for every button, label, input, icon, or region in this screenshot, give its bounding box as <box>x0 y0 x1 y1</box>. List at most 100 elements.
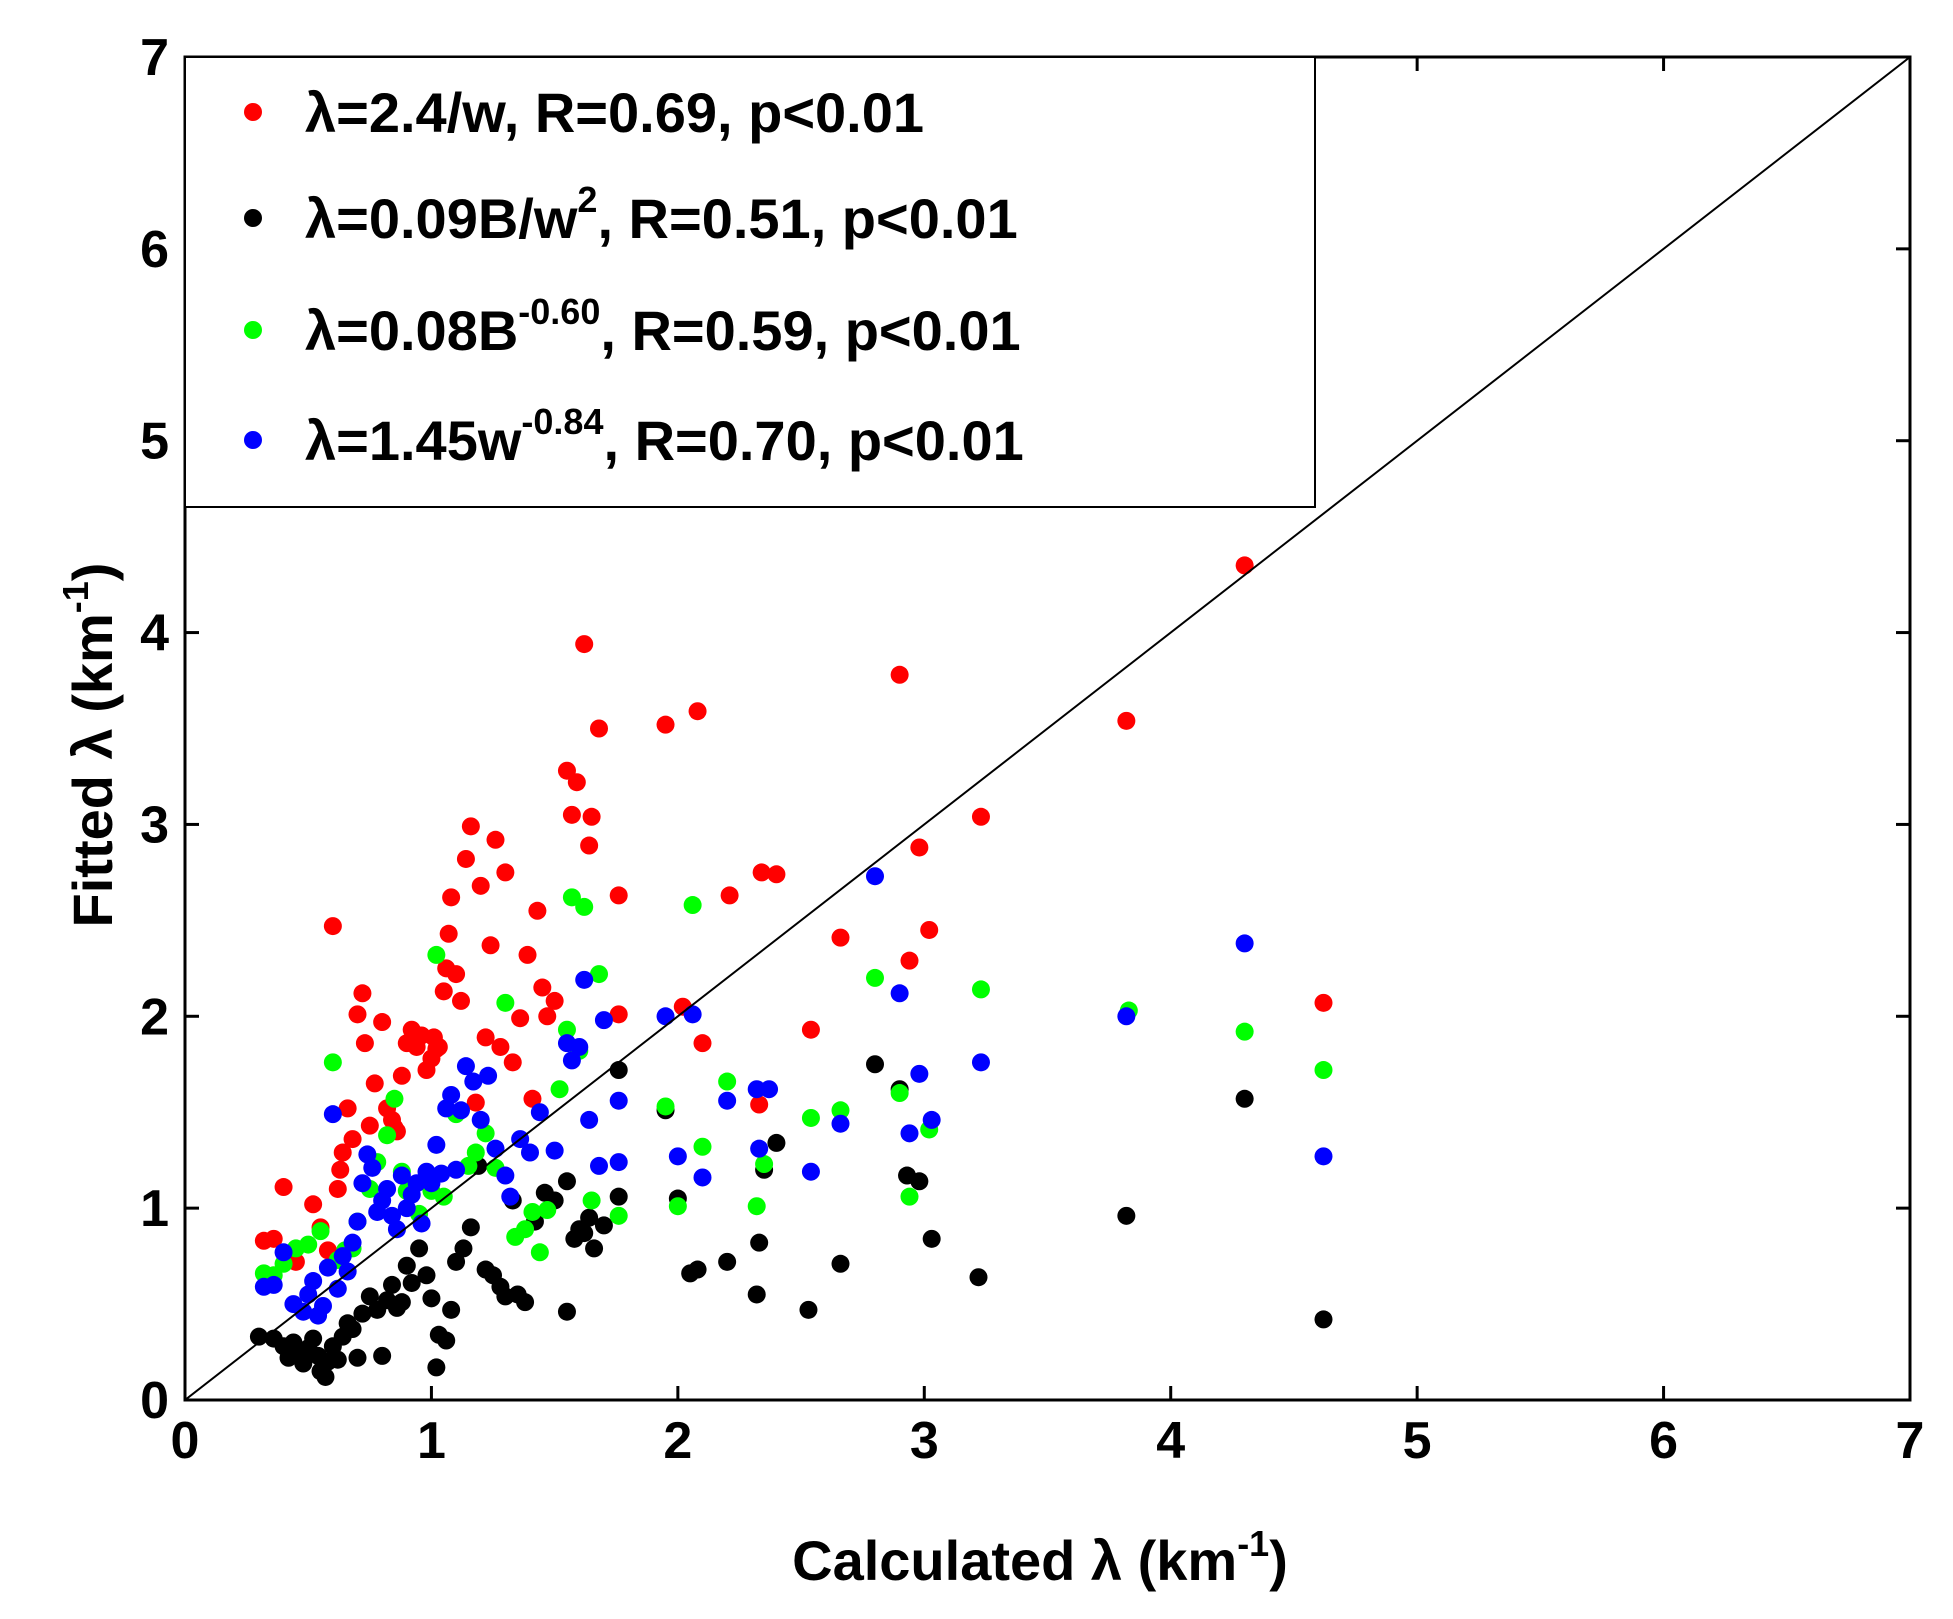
data-point <box>476 1028 495 1047</box>
data-point <box>760 1080 779 1099</box>
data-point <box>920 920 939 939</box>
legend-entry-black: λ=0.09B/w2, R=0.51, p<0.01 <box>244 179 1018 250</box>
data-point <box>521 1143 539 1162</box>
legend-box <box>184 56 1316 508</box>
data-point <box>343 1233 362 1252</box>
data-point <box>491 1037 510 1056</box>
data-point <box>720 886 739 905</box>
data-point <box>557 1302 576 1321</box>
data-point <box>486 830 505 849</box>
data-point <box>693 1168 712 1187</box>
y-tick-label: 6 <box>140 221 169 279</box>
data-point <box>718 1252 737 1271</box>
data-point <box>668 1147 687 1166</box>
legend-label-blue-main: λ=1.45w <box>305 409 522 472</box>
data-point <box>693 1034 712 1053</box>
legend-label-green: λ=0.08B-0.60, R=0.59, p<0.01 <box>305 291 1021 362</box>
data-point <box>1235 556 1254 575</box>
data-point <box>318 1258 337 1277</box>
data-point <box>831 1101 850 1120</box>
data-point <box>528 901 547 920</box>
data-point <box>304 1195 323 1214</box>
data-point <box>594 1011 613 1030</box>
data-point <box>557 1020 576 1039</box>
data-point <box>481 936 500 955</box>
data-point <box>585 1239 604 1258</box>
y-axis-label: Fitted λ (km-1) <box>55 563 124 928</box>
data-point <box>1117 1007 1136 1026</box>
legend-label-blue-post: , R=0.70, p<0.01 <box>603 409 1023 472</box>
legend-entry-blue: λ=1.45w-0.84, R=0.70, p<0.01 <box>244 401 1024 472</box>
data-point <box>910 1172 929 1191</box>
y-axis-label-sup: -1 <box>55 581 96 613</box>
data-point <box>392 1293 411 1312</box>
data-point <box>373 1013 392 1032</box>
data-point <box>333 1247 352 1266</box>
data-point <box>402 1273 421 1292</box>
data-point <box>890 665 909 684</box>
data-point <box>538 1201 557 1220</box>
data-point <box>294 1354 313 1373</box>
data-point <box>609 1187 628 1206</box>
data-point <box>831 1254 850 1273</box>
legend-label-black-post: , R=0.51, p<0.01 <box>597 187 1017 250</box>
data-point <box>427 1358 446 1377</box>
x-tick-label: 0 <box>171 1412 200 1470</box>
data-point <box>274 1243 293 1262</box>
data-point <box>609 1206 628 1225</box>
y-tick-label: 4 <box>140 605 169 663</box>
data-point <box>323 917 342 936</box>
data-point <box>452 991 470 1010</box>
x-axis-label-main: Calculated λ (km <box>792 1529 1237 1592</box>
legend-label-red-main: λ=2.4/w, R=0.69, p<0.01 <box>305 81 924 144</box>
data-point <box>338 1099 357 1118</box>
legend-label-black-sup: 2 <box>577 179 597 220</box>
data-point <box>1117 1206 1136 1225</box>
data-point <box>518 945 537 964</box>
data-point <box>316 1367 335 1386</box>
data-point <box>442 1300 461 1319</box>
legend-label-green-sup: -0.60 <box>518 291 600 332</box>
data-point <box>580 1110 599 1129</box>
data-point <box>355 1034 374 1053</box>
data-point <box>466 1093 485 1112</box>
data-point <box>264 1275 283 1294</box>
data-point <box>503 1053 522 1072</box>
data-point <box>767 865 786 884</box>
data-point <box>479 1066 498 1085</box>
data-point <box>831 928 850 947</box>
data-point <box>1314 993 1333 1012</box>
x-tick-label: 7 <box>1896 1412 1925 1470</box>
data-point <box>294 1302 313 1321</box>
data-point <box>429 1037 448 1056</box>
data-point <box>971 980 990 999</box>
data-point <box>594 1216 613 1235</box>
data-point <box>969 1268 988 1287</box>
data-point <box>582 1191 601 1210</box>
data-point <box>1117 711 1136 730</box>
data-point <box>249 1327 268 1346</box>
data-point <box>323 1105 342 1124</box>
data-point <box>328 1350 347 1369</box>
data-point <box>557 1172 576 1191</box>
data-point <box>910 838 929 857</box>
legend-entry-red: λ=2.4/w, R=0.69, p<0.01 <box>244 81 924 144</box>
data-point <box>328 1279 347 1298</box>
x-tick-label: 1 <box>417 1412 446 1470</box>
data-point <box>304 1272 323 1291</box>
data-point <box>530 1103 549 1122</box>
data-point <box>523 1202 542 1221</box>
data-point <box>456 1057 475 1076</box>
data-point <box>447 1160 466 1179</box>
legend-label-blue-sup: -0.84 <box>521 401 603 442</box>
y-tick-label: 5 <box>140 413 169 471</box>
data-point <box>422 1289 441 1308</box>
data-point <box>461 817 480 836</box>
data-point <box>580 1208 599 1227</box>
data-point <box>683 896 702 915</box>
data-point <box>538 1007 557 1026</box>
legend-marker-green <box>244 321 262 339</box>
data-point <box>801 1020 820 1039</box>
data-point <box>545 1141 564 1160</box>
data-point <box>575 1224 594 1243</box>
